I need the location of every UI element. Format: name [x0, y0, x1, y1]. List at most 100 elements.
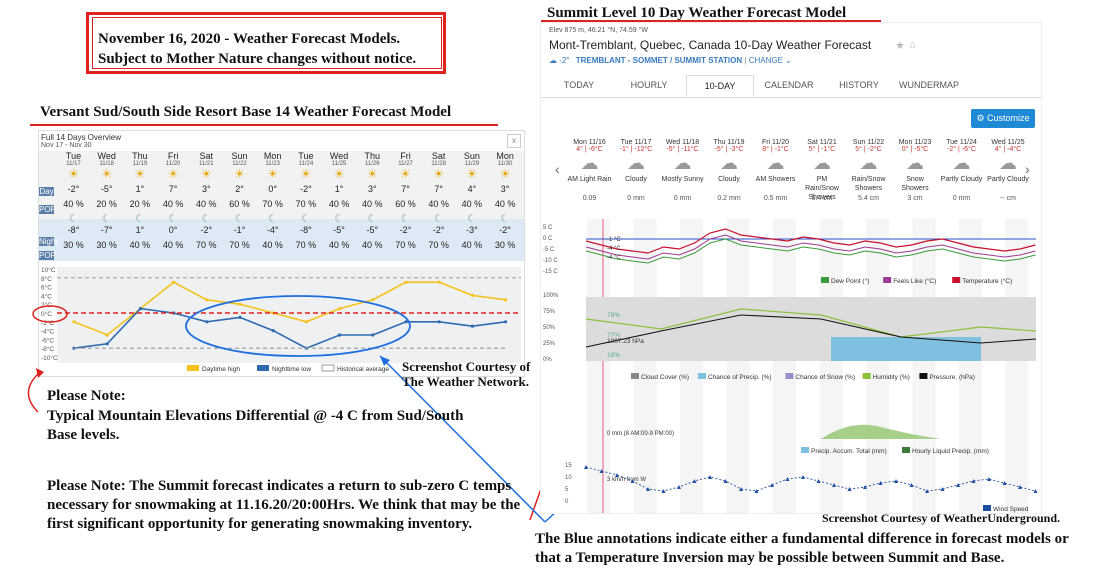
- twn-day-pop: 20 %: [129, 199, 151, 209]
- twn-day-temp: 7°: [401, 184, 410, 194]
- twn-day-column[interactable]: Sun 11/29 ☀ 4° 40 % ☾ -3° 40 %: [455, 151, 488, 250]
- temperature-line: [585, 228, 1036, 254]
- wind-arrow-marker: [987, 477, 991, 481]
- row-night-pop-label: POP: [39, 251, 56, 260]
- twn-day-temp: 3°: [201, 184, 211, 194]
- note2-text: Please Note: The Summit forecast indicat…: [47, 478, 521, 532]
- tab-wundermap[interactable]: WUNDERMAP: [899, 80, 959, 90]
- twn-day-column[interactable]: Mon 11/30 ☀ 3° 40 % ☾ -2° 30 %: [489, 151, 522, 250]
- note1-heading: Please Note:: [47, 388, 126, 404]
- twn-day-column[interactable]: Tue 11/24 ☀ -2° 70 % ☾ -8° 70 %: [289, 151, 322, 250]
- wind-arrow-marker: [971, 479, 976, 483]
- wu-day-label: Tue 11/17: [620, 139, 652, 146]
- night-icon: ☾: [433, 213, 444, 225]
- wu-day-label: Tue 11/24: [946, 139, 977, 146]
- twn-night-pop: 70 %: [295, 240, 317, 250]
- wu-day-temps: 4° | -4°C: [994, 146, 1022, 153]
- tab-calendar[interactable]: CALENDAR: [764, 80, 814, 90]
- wu-day-card[interactable]: Wed 11/18 -5° | -11°C ☁ Mostly Sunny 0 mm: [660, 139, 705, 202]
- wu-day-card[interactable]: Thu 11/19 -5° | -3°C ☁ Cloudy 0.2 mm: [707, 139, 752, 202]
- wind-arrow-marker: [956, 483, 960, 487]
- legend-swatch: [785, 373, 794, 379]
- legend-label: Chance of Precip. (%): [708, 374, 772, 381]
- wu-day-card[interactable]: Sun 11/22 5° | -2°C ☁ Rain/Snow Showers 5.4 …: [846, 139, 891, 202]
- wu-day-card[interactable]: Tue 11/24 -2° | -6°C ☁ Partly Cloudy 0 mm: [939, 139, 984, 202]
- twn-night-pop: 30 %: [494, 240, 516, 250]
- wu-day-label: Wed 11/18: [665, 139, 700, 146]
- pct-axis-label: 100%: [543, 293, 559, 299]
- humidity-line: [585, 308, 1037, 338]
- wu-day-condition: Mostly Sunny: [661, 176, 704, 183]
- night-icon: ☾: [68, 213, 79, 225]
- tab-hourly[interactable]: HOURLY: [630, 80, 668, 90]
- twn-day-column[interactable]: Sat 11/21 ☀ 3° 40 % ☾ -2° 70 %: [190, 151, 223, 250]
- data-point: [304, 320, 308, 324]
- tab-10-day[interactable]: 10-DAY: [686, 75, 754, 97]
- prev-arrow-icon[interactable]: ‹: [555, 161, 560, 177]
- weather-icon: ☀: [400, 167, 411, 181]
- twn-date: 11/25: [331, 161, 347, 167]
- wu-day-card[interactable]: Mon 11/16 4° | -6°C ☁ AM Light Rain 0.09: [567, 139, 612, 202]
- twn-day-column[interactable]: Fri 11/20 ☀ 7° 40 % ☾ 0° 40 %: [157, 151, 190, 250]
- twn-dow: Fri: [400, 151, 411, 161]
- star-icon[interactable]: ★: [895, 40, 905, 52]
- twn-day-column[interactable]: Wed 11/18 ☀ -5° 20 % ☾ -7° 30 %: [90, 151, 123, 250]
- wu-day-card[interactable]: Tue 11/17 -1° | -12°C ☁ Cloudy 0 mm: [614, 139, 659, 202]
- twn-night-temp: -4°: [266, 225, 279, 235]
- dew-point-line: [585, 238, 1036, 264]
- next-arrow-icon[interactable]: ›: [1025, 161, 1030, 177]
- wind-arrow-marker: [785, 477, 790, 481]
- title-box-inner: [92, 17, 442, 69]
- twn-day-column[interactable]: Sun 11/22 ☀ 2° 60 % ☾ -1° 70 %: [223, 151, 256, 250]
- twn-night-pop: 40 %: [262, 240, 283, 250]
- twn-night-temp: 0°: [168, 225, 178, 235]
- wind-arrow-marker: [615, 473, 619, 477]
- wu-day-card[interactable]: Mon 11/23 0° | -5°C ☁ Snow Showers 3 cm: [893, 139, 938, 202]
- tab-history[interactable]: HISTORY: [839, 80, 879, 90]
- wu-day-card[interactable]: Sat 11/21 5° | -1°C ☁ PM Rain/Snow Showers 5…: [800, 139, 845, 202]
- twn-day-column[interactable]: Tue 11/17 ☀ -2° 40 % ☾ -8° 30 %: [57, 151, 90, 250]
- wu-day-temps: 5° | -1°C: [808, 146, 836, 153]
- twn-dow: Thu: [364, 151, 381, 161]
- y-tick-label: -4°C: [41, 328, 54, 336]
- wu-day-precip: 0.5 mm: [763, 195, 788, 202]
- twn-dow: Tue: [298, 151, 314, 161]
- twn-day-column[interactable]: Thu 11/26 ☀ 3° 40 % ☾ -5° 40 %: [356, 151, 389, 250]
- twn-day-pop: 40 %: [362, 199, 383, 209]
- wu-day-precip: 5.4 cm: [811, 195, 833, 202]
- customize-button[interactable]: ⚙ Customize: [971, 109, 1035, 128]
- twn-day-pop: 40 %: [494, 199, 516, 209]
- night-icon: ☾: [168, 213, 179, 225]
- data-point: [504, 320, 508, 324]
- wu-day-temps: -5° | -3°C: [714, 146, 744, 153]
- weather-icon: ☁: [952, 153, 971, 173]
- day-shade: [819, 219, 843, 513]
- night-icon: ☾: [334, 213, 345, 225]
- home-icon[interactable]: ⌂: [909, 39, 916, 51]
- twn-day-column[interactable]: Sat 11/28 ☀ 7° 40 % ☾ -2° 70 %: [422, 151, 455, 250]
- twn-night-pop: 70 %: [229, 240, 250, 250]
- twn-night-temp: -7°: [100, 225, 113, 235]
- wind-arrow-marker: [909, 483, 914, 487]
- station-name[interactable]: TREMBLANT - SOMMET / SUMMIT STATION: [575, 56, 743, 65]
- close-button[interactable]: x: [507, 134, 521, 148]
- twn-night-temp: 1°: [135, 225, 145, 235]
- twn-day-column[interactable]: Mon 11/23 ☀ 0° 70 % ☾ -4° 40 %: [256, 151, 289, 250]
- twn-night-temp: -2°: [499, 225, 511, 235]
- chevron-down-icon[interactable]: ⌄: [785, 56, 792, 65]
- twn-day-column[interactable]: Wed 11/25 ☀ 1° 40 % ☾ -5° 40 %: [323, 151, 356, 250]
- twn-credit-line1: Screenshot Courtesy of: [402, 359, 531, 374]
- wu-day-condition: AM Showers: [755, 176, 796, 183]
- twn-day-column[interactable]: Thu 11/19 ☀ 1° 20 % ☾ 1° 40 %: [123, 151, 156, 250]
- wind-axis-label: 5: [565, 487, 569, 493]
- wu-day-label: Sat 11/21: [807, 139, 837, 146]
- tab-today[interactable]: TODAY: [563, 80, 595, 90]
- twn-day-temp: 7°: [168, 184, 178, 194]
- change-link[interactable]: CHANGE: [748, 56, 783, 65]
- right-heading-underline: [541, 20, 881, 22]
- red-curve-arrow: [27, 371, 41, 413]
- wu-day-card[interactable]: Fri 11/20 8° | -1°C ☁ AM Showers 0.5 mm: [753, 139, 798, 202]
- wu-day-card[interactable]: Wed 11/25 4° | -4°C ☁ Partly Cloudy -- cm: [986, 139, 1031, 202]
- twn-dow: Fri: [167, 151, 179, 161]
- twn-day-column[interactable]: Fri 11/27 ☀ 7° 60 % ☾ -2° 70 %: [389, 151, 422, 250]
